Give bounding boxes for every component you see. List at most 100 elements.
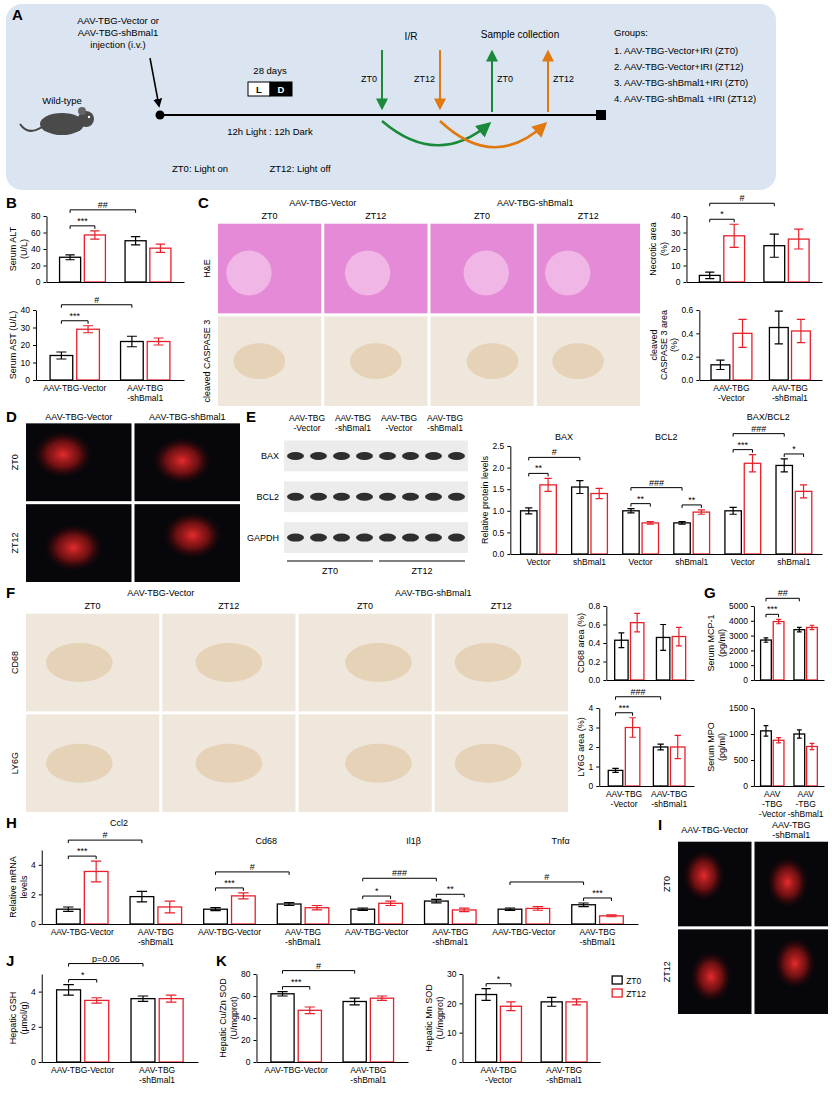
micrograph-signal bbox=[774, 938, 815, 989]
panel-letter: I bbox=[658, 816, 662, 833]
tick: 0 bbox=[743, 675, 754, 685]
axis: 010203040 bbox=[21, 305, 37, 385]
tick: AAV-TBG-shBmal1 bbox=[139, 1065, 175, 1085]
tick-label: AAV-TBG-Vector bbox=[51, 1065, 114, 1075]
micrograph bbox=[755, 842, 829, 927]
tick-label: AAV-TBG-Vector bbox=[713, 383, 749, 403]
tick-label: 0 bbox=[743, 675, 748, 685]
bar bbox=[351, 909, 375, 924]
protein-label: BCL2 bbox=[256, 492, 279, 502]
significance-label: *** bbox=[592, 888, 603, 898]
error-bar bbox=[676, 627, 682, 646]
text-line: -Vector bbox=[611, 799, 638, 809]
tick-mark bbox=[596, 767, 599, 768]
error-bar bbox=[678, 522, 685, 525]
axis-title: Necrotic area(%) bbox=[648, 222, 668, 276]
light-box bbox=[248, 82, 270, 96]
tick-label: 20 bbox=[671, 244, 681, 254]
text-line: -shBmal1 bbox=[788, 809, 824, 819]
marks bbox=[56, 861, 623, 924]
tick-label: 2 bbox=[31, 1022, 36, 1032]
axis bbox=[47, 282, 185, 283]
row-label-holder: cleaved CASPASE 3 bbox=[202, 320, 212, 403]
bar bbox=[84, 235, 105, 282]
row-label: ZT0 bbox=[10, 454, 20, 470]
error-bar bbox=[629, 718, 635, 738]
surgery-label: I/R bbox=[405, 31, 418, 42]
text-line: -shBmal1 bbox=[139, 1075, 175, 1085]
micrograph bbox=[162, 614, 295, 712]
legend: ZT0ZT12 bbox=[612, 976, 646, 999]
text-line: AAV-TBG bbox=[139, 1065, 175, 1075]
column-group-label: AAV-TBG-Vector bbox=[289, 198, 356, 208]
blot-band bbox=[333, 493, 350, 501]
text-line: Necrotic area bbox=[648, 222, 658, 276]
tick: AAV-TBG-Vector bbox=[51, 1065, 114, 1075]
interval-arrow bbox=[440, 121, 545, 147]
tick-label: Vector bbox=[526, 557, 550, 567]
significance-bracket bbox=[486, 984, 511, 987]
tick-mark bbox=[459, 1003, 462, 1004]
error-bar bbox=[634, 613, 640, 632]
error-bar bbox=[127, 336, 137, 347]
error-bar bbox=[56, 352, 66, 359]
bar bbox=[131, 999, 155, 1062]
micrograph-texture bbox=[545, 251, 590, 296]
bar bbox=[674, 523, 690, 554]
error-bar bbox=[764, 726, 769, 736]
tick-label: AAV-TBG-Vector bbox=[606, 789, 642, 809]
tick: 30 bbox=[21, 323, 36, 333]
tick-label: 0.6 bbox=[682, 305, 694, 315]
marks bbox=[699, 224, 809, 282]
column-label: ZT12 bbox=[578, 211, 599, 221]
tick: 5000 bbox=[729, 601, 754, 611]
tick: 0 bbox=[31, 919, 42, 929]
blot-band bbox=[287, 452, 304, 460]
plot: 0.00.20.40.60.8 bbox=[589, 601, 695, 685]
micrograph-texture bbox=[455, 744, 522, 783]
tick-mark bbox=[683, 266, 686, 267]
tick-mark bbox=[696, 310, 699, 311]
tick: AAV-TBG-Vector bbox=[198, 927, 261, 937]
text-line: AAV-TBG-Vector bbox=[681, 825, 748, 835]
axis-line bbox=[42, 851, 43, 925]
tick: shBmal1 bbox=[675, 557, 708, 567]
bar bbox=[642, 523, 658, 554]
axis-line bbox=[47, 282, 185, 283]
error-bar bbox=[770, 234, 779, 257]
legend-swatch bbox=[612, 989, 622, 997]
text-line: -Vector bbox=[759, 809, 786, 819]
error-bar bbox=[138, 996, 149, 1001]
error-bar bbox=[730, 507, 737, 514]
panel-letter: E bbox=[246, 408, 256, 425]
tick: 0 bbox=[452, 1057, 463, 1067]
tick-mark bbox=[253, 974, 256, 975]
bar bbox=[566, 1002, 587, 1062]
text-line: AAV-TBG bbox=[480, 1065, 516, 1075]
row-label-holder: LY6G bbox=[10, 752, 20, 774]
text-line: (U/L) bbox=[19, 239, 29, 259]
blot-band bbox=[287, 493, 304, 501]
mouse-ear bbox=[78, 107, 86, 115]
tick-label: AAV-TBG-shBmal1 bbox=[546, 1065, 582, 1085]
timeline-start bbox=[156, 111, 165, 120]
text-line: LY6G bbox=[10, 752, 20, 774]
blot-strip bbox=[284, 522, 468, 553]
error-bar bbox=[210, 908, 220, 911]
text-line: Vector bbox=[629, 557, 653, 567]
axis-line bbox=[257, 1062, 409, 1063]
significance-bracket bbox=[216, 888, 244, 891]
error-bar bbox=[698, 510, 705, 514]
axis-line bbox=[36, 380, 184, 381]
blot-band bbox=[356, 452, 373, 460]
micrograph bbox=[26, 614, 159, 712]
significance-label: # bbox=[103, 830, 108, 840]
bar bbox=[476, 995, 497, 1062]
error-bar bbox=[800, 485, 807, 498]
error-bar bbox=[776, 738, 781, 743]
tick-mark bbox=[507, 446, 510, 447]
axis-line bbox=[42, 924, 638, 925]
tick-mark bbox=[43, 233, 46, 234]
axis-line bbox=[687, 282, 823, 283]
tick: 2 bbox=[31, 890, 42, 900]
